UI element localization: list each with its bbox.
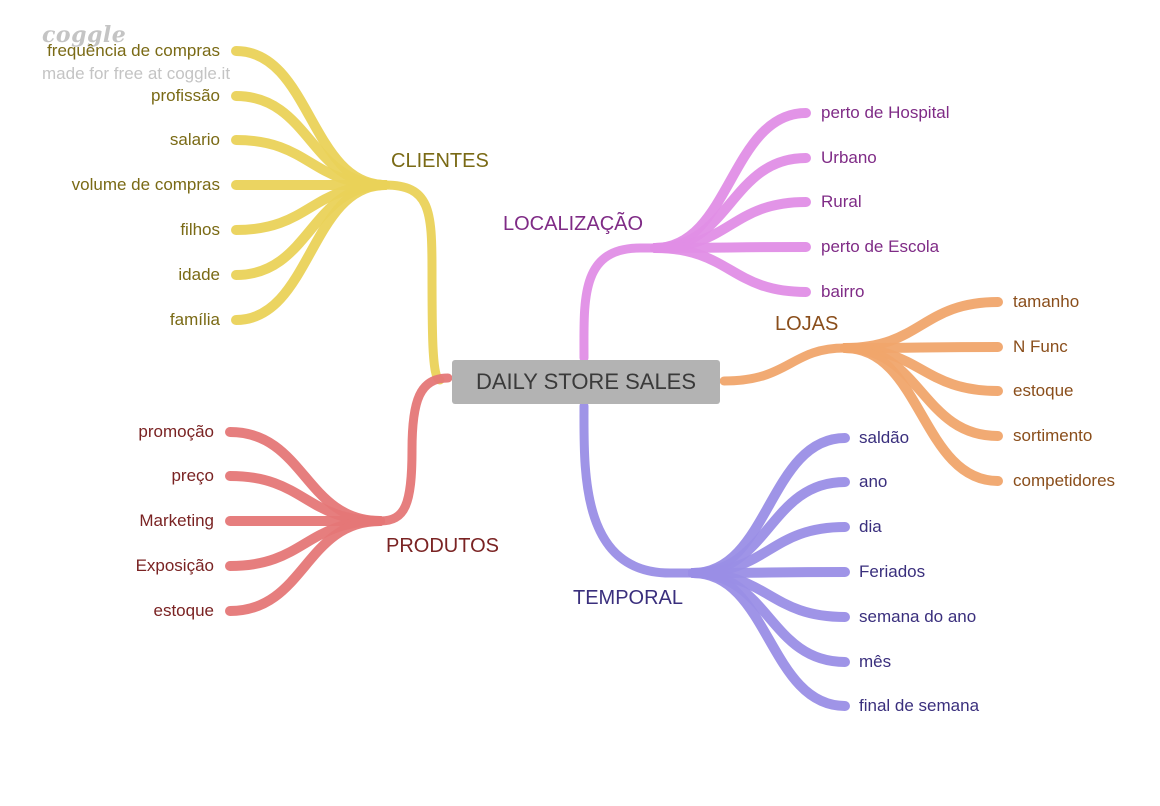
temporal-item[interactable]: final de semana bbox=[859, 696, 980, 715]
clientes-item[interactable]: família bbox=[169, 310, 220, 329]
temporal-item[interactable]: saldão bbox=[859, 428, 910, 447]
branch-produtos[interactable]: PRODUTOS bbox=[386, 535, 499, 557]
clientes-item[interactable]: volume de compras bbox=[71, 175, 220, 194]
temporal-item[interactable]: dia bbox=[859, 517, 882, 536]
lojas-item[interactable]: competidores bbox=[1013, 471, 1116, 490]
central-node[interactable]: DAILY STORE SALES bbox=[452, 360, 720, 404]
branch-lojas[interactable]: LOJAS bbox=[775, 313, 839, 335]
lojas-item[interactable]: N Func bbox=[1013, 337, 1068, 356]
lojas-item[interactable]: tamanho bbox=[1013, 292, 1080, 311]
edge-lojas-main bbox=[719, 343, 850, 386]
localizacao-item[interactable]: perto de Hospital bbox=[821, 103, 950, 122]
edge-temporal-main bbox=[579, 401, 698, 578]
produtos-item[interactable]: promoção bbox=[138, 422, 214, 441]
edge-clientes-item bbox=[231, 180, 390, 325]
branch-temporal[interactable]: TEMPORAL bbox=[573, 587, 684, 609]
produtos-item[interactable]: estoque bbox=[153, 601, 215, 620]
temporal-item[interactable]: ano bbox=[859, 472, 888, 491]
lojas-item[interactable]: sortimento bbox=[1013, 426, 1093, 445]
clientes-item[interactable]: frequência de compras bbox=[47, 41, 220, 60]
lojas-item[interactable]: estoque bbox=[1013, 381, 1074, 400]
central-node-label: DAILY STORE SALES bbox=[475, 369, 697, 394]
edge-produtos-main bbox=[375, 373, 453, 526]
edge-lojas-item bbox=[840, 297, 1003, 353]
localizacao-item[interactable]: bairro bbox=[821, 282, 865, 301]
clientes-item[interactable]: filhos bbox=[180, 220, 220, 239]
coggle-logo: coggle bbox=[42, 22, 127, 48]
clientes-item[interactable]: idade bbox=[178, 265, 220, 284]
edge-temporal-item bbox=[688, 568, 850, 711]
watermark-text: made for free at coggle.it bbox=[42, 64, 231, 83]
produtos-item[interactable]: preço bbox=[171, 466, 214, 485]
temporal-item[interactable]: mês bbox=[859, 652, 892, 671]
localizacao-item[interactable]: Urbano bbox=[821, 148, 877, 167]
edge-localizacao-main bbox=[579, 243, 660, 363]
clientes-item[interactable]: salario bbox=[169, 130, 220, 149]
localizacao-item[interactable]: perto de Escola bbox=[821, 237, 940, 256]
localizacao-item[interactable]: Rural bbox=[821, 192, 862, 211]
produtos-item[interactable]: Marketing bbox=[139, 511, 214, 530]
edge-clientes-main bbox=[380, 180, 445, 385]
clientes-item[interactable]: profissão bbox=[151, 86, 220, 105]
branch-clientes[interactable]: CLIENTES bbox=[391, 150, 489, 172]
edge-localizacao-item bbox=[650, 243, 811, 297]
edge-produtos-item bbox=[225, 516, 385, 616]
temporal-item[interactable]: semana do ano bbox=[859, 607, 977, 626]
temporal-item[interactable]: Feriados bbox=[859, 562, 926, 581]
edge-lojas-item bbox=[840, 343, 1003, 486]
produtos-item[interactable]: Exposição bbox=[135, 556, 214, 575]
branch-localizacao[interactable]: LOCALIZAÇÃO bbox=[503, 213, 644, 235]
